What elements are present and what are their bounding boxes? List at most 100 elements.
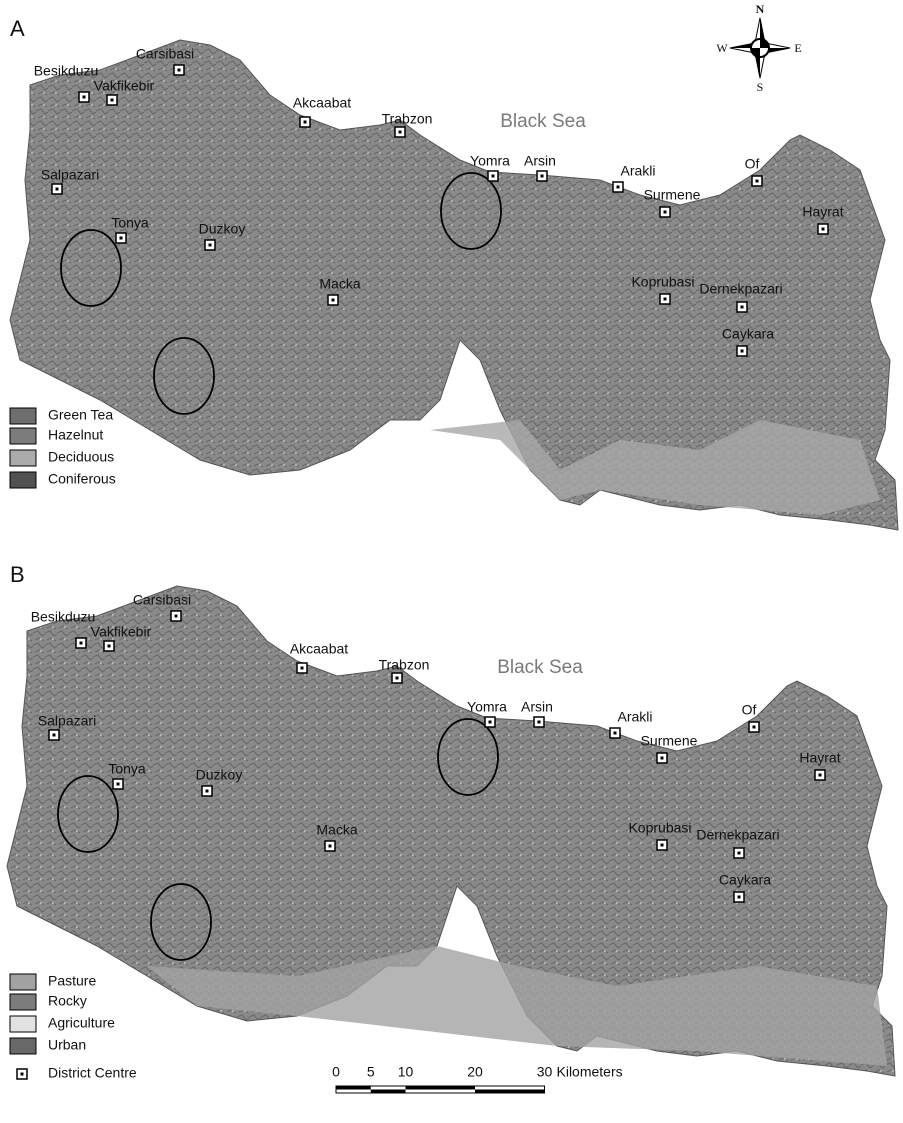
district-label: Besikduzu [31,609,96,625]
legend-swatch [10,994,36,1010]
district-label: Arsin [524,153,556,169]
district-marker-dot [21,1073,24,1076]
district-marker-dot [741,350,744,353]
district-marker-dot [56,188,59,191]
legend-label: Coniferous [48,471,116,487]
compass-w: W [716,41,728,55]
district-label: Koprubasi [628,820,691,836]
district-marker-dot [120,237,123,240]
district-marker-dot [53,734,56,737]
district-label: Macka [316,822,357,838]
scale-tick-label: 20 [467,1064,483,1080]
district-label: Yomra [467,699,507,715]
district-label: Arakli [617,709,652,725]
district-label: Tonya [111,215,149,231]
district-marker-dot [83,96,86,99]
legend-label: Urban [48,1037,86,1053]
district-marker-dot [332,299,335,302]
sea-label: Black Sea [500,111,586,132]
district-marker-dot [492,175,495,178]
district-label: Duzkoy [199,221,246,237]
district-marker-dot [178,69,181,72]
district-marker-dot [614,732,617,735]
district-label: Of [742,702,757,718]
district-marker-dot [741,306,744,309]
district-marker-dot [738,852,741,855]
district-label: Besikduzu [34,63,99,79]
district-label: Trabzon [379,657,430,673]
district-label: Duzkoy [196,767,243,783]
district-marker-dot [396,677,399,680]
district-label: Surmene [641,733,698,749]
district-label: Macka [319,276,360,292]
district-label: Of [745,156,760,172]
district-marker-dot [753,726,756,729]
district-label: Caykara [722,326,774,342]
legend-label: Agriculture [48,1015,115,1031]
district-marker-dot [756,180,759,183]
district-label: Salpazari [41,167,99,183]
district-label: Hayrat [802,204,843,220]
district-marker-dot [541,175,544,178]
district-marker-dot [301,667,304,670]
legend-swatch [10,472,36,488]
district-marker-dot [206,790,209,793]
district-marker-dot [661,844,664,847]
legend-label: Hazelnut [48,427,103,443]
district-label: Akcaabat [293,95,351,111]
legend-swatch [10,450,36,466]
scale-segment [406,1086,476,1090]
legend-swatch [10,1038,36,1054]
scale-tick-label: 10 [398,1064,414,1080]
compass-e: E [794,41,801,55]
district-marker-dot [80,642,83,645]
district-marker-dot [175,615,178,618]
district-marker-dot [538,721,541,724]
legend-label: Green Tea [48,407,113,423]
compass-n: N [756,2,765,16]
district-label: Caykara [719,872,771,888]
district-label: Dernekpazari [696,827,779,843]
figure: N S E W 05102030Kilometers ABlack SeaCar… [0,0,903,1123]
legend-swatch [10,974,36,990]
district-label: Carsibasi [136,46,194,62]
district-label: Hayrat [799,750,840,766]
scale-tick-label: 5 [367,1064,375,1080]
legend-label: District Centre [48,1065,137,1081]
legend-label: Deciduous [48,449,114,465]
panel-label: A [10,16,25,41]
panel-label: B [10,562,25,587]
district-label: Arsin [521,699,553,715]
district-label: Yomra [470,153,510,169]
district-label: Carsibasi [133,592,191,608]
district-marker-dot [108,645,111,648]
district-marker-dot [822,228,825,231]
district-marker-dot [819,774,822,777]
district-marker-dot [664,298,667,301]
compass-s: S [757,80,764,94]
district-label: Vakfikebir [91,624,152,640]
district-marker-dot [617,186,620,189]
scale-segment [475,1090,545,1094]
district-marker-dot [111,99,114,102]
scale-tick-label: 30 [537,1064,553,1080]
scale-segment [336,1086,371,1090]
district-label: Koprubasi [631,274,694,290]
district-label: Salpazari [38,713,96,729]
district-label: Tonya [108,761,146,777]
compass: N S E W [716,2,801,94]
district-label: Trabzon [382,111,433,127]
district-marker-dot [329,845,332,848]
scale-segment [371,1090,406,1094]
district-label: Dernekpazari [699,281,782,297]
legend-swatch [10,428,36,444]
district-marker-dot [399,131,402,134]
scale-tick-label: 0 [332,1064,340,1080]
district-marker-dot [661,757,664,760]
legend-swatch [10,408,36,424]
legend-label: Pasture [48,973,96,989]
district-marker-dot [209,244,212,247]
legend-label: Rocky [48,993,87,1009]
district-label: Vakfikebir [94,78,155,94]
